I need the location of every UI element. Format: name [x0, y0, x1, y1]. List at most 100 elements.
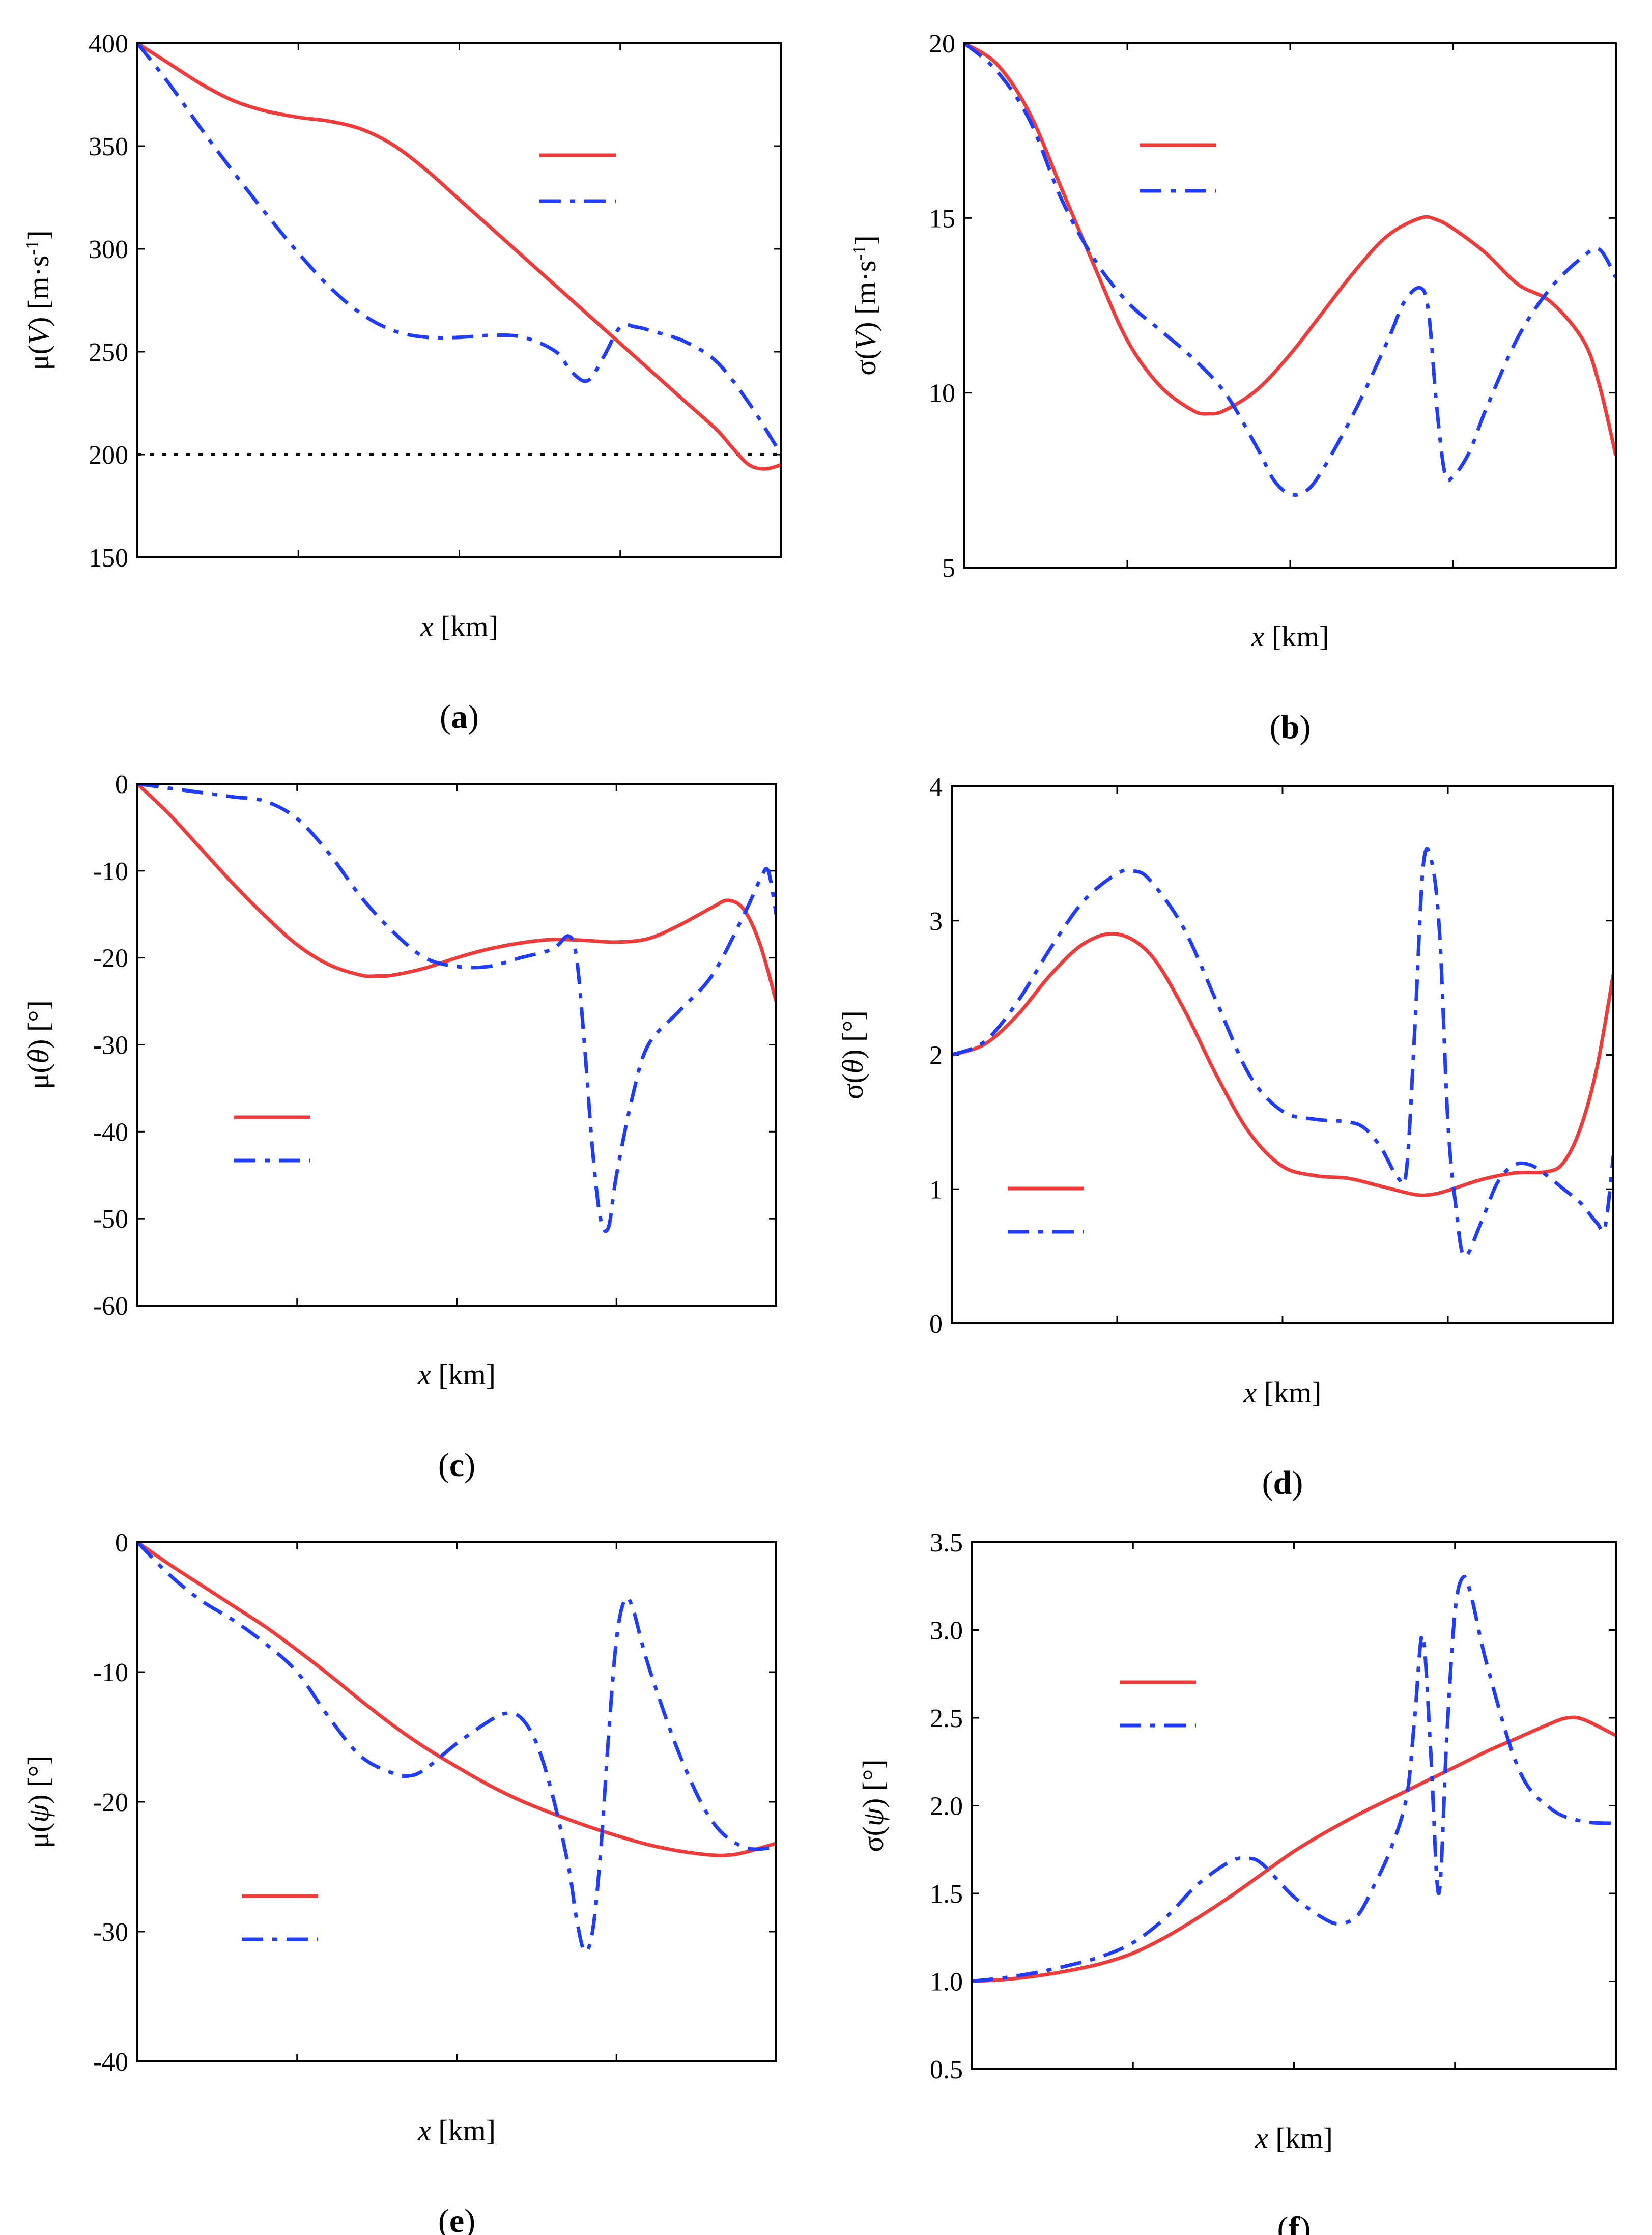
y-tick-label: 0	[929, 1310, 943, 1339]
y-axis-suffix: ) [m·s	[22, 256, 55, 327]
panel-label: (b)	[1270, 709, 1311, 746]
x-axis-unit: [km]	[431, 2114, 496, 2147]
x-axis-label: x [km]	[1255, 2121, 1333, 2155]
y-tick-label: 4	[929, 773, 943, 802]
x-axis-var: x	[417, 1358, 431, 1391]
y-tick-label: -50	[93, 1205, 128, 1234]
y-tick-label: 3	[929, 907, 943, 936]
chart-b: 5 10 15 20 x [km] σ(V) [m·s-1] (b)	[849, 30, 1617, 746]
chart-f: 0.5 1.0 1.5 2.0 2.5 3.0 3.5 x [km] σ(ψ) [°] (f)	[857, 1529, 1617, 2235]
y-tick-label: 150	[89, 544, 128, 573]
panel-label: (e)	[438, 2202, 475, 2235]
x-axis-label: x [km]	[417, 2114, 496, 2147]
x-axis-var: x	[1251, 620, 1265, 653]
x-axis-unit: [km]	[1264, 620, 1329, 653]
y-tick-label: -40	[93, 2048, 128, 2077]
plot-frame	[971, 1541, 1617, 2070]
y-tick-label: 2.0	[930, 1792, 963, 1821]
plot-frame	[951, 785, 1614, 1324]
y-axis-suffix: ) [°]	[857, 1759, 890, 1808]
y-axis-label: μ(ψ) [°]	[22, 1756, 55, 1848]
series-line-oro-trj	[952, 847, 1613, 1258]
y-axis-sup: -1	[849, 245, 869, 261]
panel-label-open: (	[1262, 1464, 1273, 1502]
chart-c: -60 -50 -40 -30 -20 -10 0 x [km] μ(θ) [°] (c)	[22, 770, 777, 1484]
plot-frame	[136, 1541, 777, 2062]
y-axis-prefix: σ(	[849, 350, 882, 376]
chart-d: 0 1 2 3 4 x [km] σ(θ) [°] (d)	[836, 773, 1614, 1502]
y-axis-close: ]	[849, 235, 882, 245]
panel-label: (f)	[1277, 2210, 1311, 2235]
panel-label-open: (	[1277, 2210, 1289, 2235]
y-axis-label: μ(θ) [°]	[22, 1000, 55, 1089]
panel-label-letter: a	[451, 698, 468, 735]
panel-label-close: )	[1299, 2210, 1311, 2235]
x-axis-var: x	[420, 610, 434, 643]
x-axis-var: x	[417, 2114, 431, 2147]
series-line-oro-trj	[137, 43, 781, 456]
y-tick-label: 200	[89, 441, 128, 470]
y-axis-suffix: ) [°]	[22, 1000, 55, 1049]
y-tick-label: 350	[89, 132, 128, 161]
panel-label-open: (	[438, 1447, 449, 1484]
panel-label-close: )	[464, 1447, 475, 1484]
chart-a: 150 200 250 300 350 400 x [km] μ(V) [m·s-1] (a)	[22, 30, 782, 735]
y-tick-label: 0.5	[930, 2055, 963, 2084]
y-axis-var: V	[849, 328, 882, 350]
panel-label: (d)	[1262, 1464, 1303, 1502]
y-tick-label: 250	[89, 338, 128, 367]
y-tick-label: -40	[93, 1118, 128, 1147]
y-axis-label: μ(V) [m·s-1]	[22, 230, 55, 370]
y-axis-prefix: σ(	[857, 1826, 890, 1852]
series-line-deo-trj	[972, 1715, 1616, 1983]
y-tick-label: -30	[93, 1918, 128, 1947]
y-tick-label: 20	[929, 30, 955, 59]
series-line-deo-trj	[137, 43, 781, 471]
y-tick-label: -60	[93, 1292, 128, 1321]
y-axis-var: ψ	[22, 1804, 55, 1823]
panel-label-letter: f	[1289, 2210, 1300, 2235]
series-line-oro-trj	[137, 784, 776, 1233]
y-tick-label: 1.5	[930, 1880, 963, 1909]
y-tick-label: 0	[115, 770, 128, 799]
y-axis-close: ]	[22, 230, 55, 240]
panel-label-close: )	[464, 2202, 475, 2235]
y-tick-label: -10	[93, 857, 128, 886]
y-tick-label: 1	[929, 1175, 943, 1204]
x-axis-var: x	[1255, 2121, 1268, 2155]
panel-label: (a)	[440, 698, 479, 735]
y-axis-suffix: ) [°]	[22, 1756, 55, 1804]
y-tick-label: 1.0	[930, 1968, 963, 1997]
y-tick-label: 300	[89, 235, 128, 264]
panel-label-close: )	[1292, 1464, 1303, 1502]
y-axis-var: V	[22, 323, 55, 345]
series-line-oro-trj	[964, 43, 1616, 497]
series-line-deo-trj	[137, 784, 776, 1002]
x-axis-label: x [km]	[417, 1358, 496, 1391]
y-tick-label: 0	[115, 1529, 128, 1558]
y-axis-prefix: μ(	[22, 345, 55, 370]
y-tick-label: 3.5	[930, 1529, 963, 1558]
x-axis-unit: [km]	[434, 610, 498, 643]
y-axis-prefix: μ(	[22, 1063, 55, 1089]
y-tick-label: -20	[93, 1788, 128, 1817]
y-axis-var: ψ	[857, 1807, 890, 1826]
panel-label-letter: d	[1273, 1464, 1292, 1502]
y-tick-label: 10	[929, 379, 955, 408]
panel-label-open: (	[438, 2202, 449, 2235]
x-axis-label: x [km]	[1251, 620, 1329, 653]
series-line-deo-trj	[952, 931, 1613, 1197]
y-tick-label: 5	[942, 554, 955, 583]
chart-e: -40 -30 -20 -10 0 x [km] μ(ψ) [°] (e)	[22, 1529, 777, 2235]
y-axis-suffix: ) [°]	[836, 1010, 869, 1059]
x-axis-unit: [km]	[431, 1358, 496, 1391]
panel-label: (c)	[438, 1447, 475, 1484]
y-tick-label: 2.5	[930, 1704, 963, 1733]
y-axis-suffix: ) [m·s	[849, 261, 882, 332]
plot-frame	[136, 783, 777, 1307]
x-axis-unit: [km]	[1257, 1376, 1321, 1409]
series-line-deo-trj	[964, 43, 1616, 457]
panel-label-letter: c	[449, 1447, 464, 1484]
series-line-oro-trj	[137, 1542, 776, 1954]
x-axis-var: x	[1243, 1376, 1257, 1409]
